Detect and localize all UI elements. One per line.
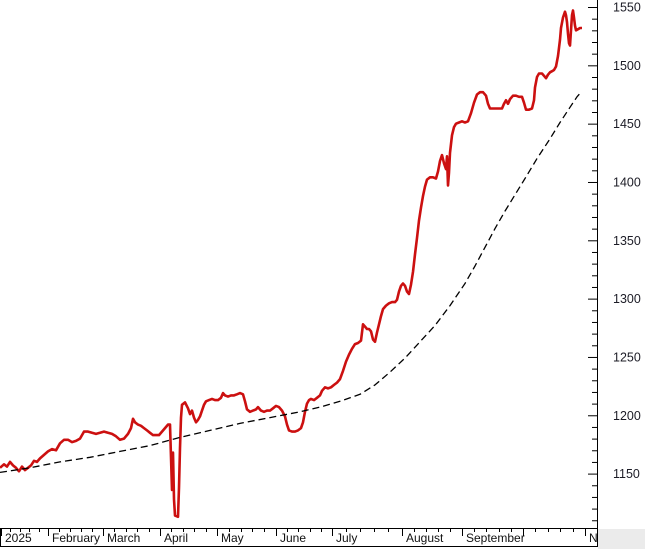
y-axis-label: 1300 — [613, 292, 641, 306]
month-label: September — [466, 531, 525, 545]
month-label: February — [52, 531, 100, 545]
month-label: July — [336, 531, 357, 545]
month-label: May — [221, 531, 244, 545]
month-label: March — [107, 531, 140, 545]
month-label: August — [406, 531, 444, 545]
y-axis-label: 1150 — [613, 467, 640, 481]
y-axis-label: 1550 — [613, 1, 641, 15]
y-axis-label: 1450 — [613, 117, 641, 131]
month-label: April — [164, 531, 188, 545]
month-label: June — [280, 531, 306, 545]
y-axis-label: 1500 — [613, 59, 641, 73]
month-label: 2025 — [5, 531, 32, 545]
y-axis-label: 1350 — [613, 234, 641, 248]
price-line — [0, 9, 582, 519]
y-axis-label: 1200 — [613, 409, 641, 423]
y-axis-label: 1400 — [613, 175, 641, 189]
corner-panel — [598, 529, 645, 549]
y-axis-label: 1250 — [613, 350, 641, 364]
